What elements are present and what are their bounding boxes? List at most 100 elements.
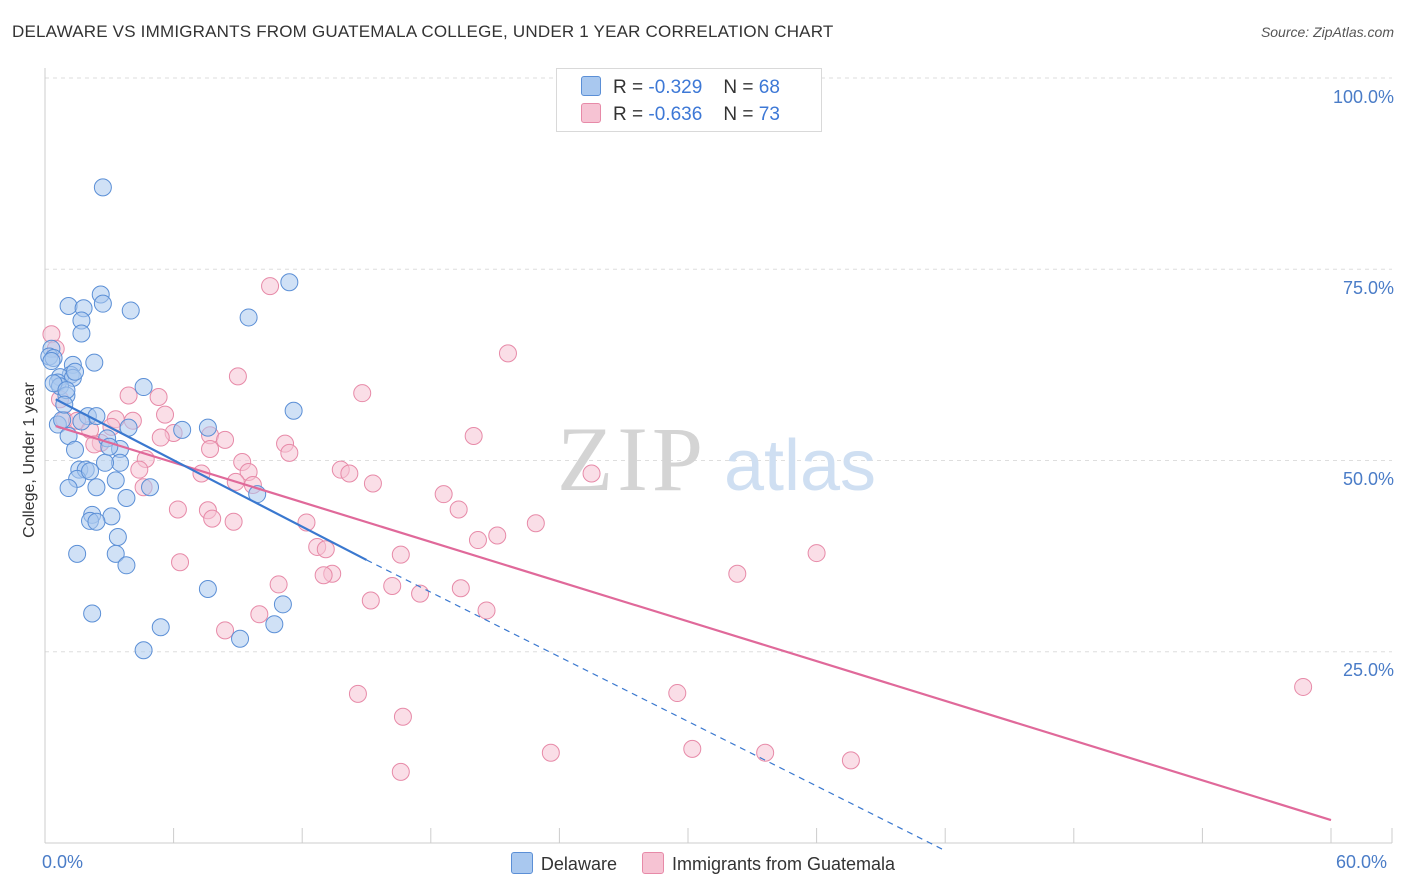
r-value-delaware: -0.329 (648, 77, 703, 98)
legend-label-guatemala: Immigrants from Guatemala (671, 854, 896, 874)
delaware-point (59, 296, 78, 315)
watermark-zip: ZIP (557, 408, 707, 510)
delaware-point (108, 528, 127, 546)
r-value-guatemala: -0.636 (648, 104, 703, 125)
guatemala-point (171, 553, 190, 572)
legend-item-guatemala: Immigrants from Guatemala (641, 852, 896, 875)
watermark-atlas: atlas (724, 426, 876, 506)
delaware-point (87, 512, 106, 531)
guatemala-point (348, 684, 367, 703)
guatemala-point (228, 367, 247, 386)
grid-lines (45, 77, 1392, 653)
guatemala-point (1294, 677, 1313, 696)
delaware-point (121, 301, 140, 320)
chart-title: DELAWARE VS IMMIGRANTS FROM GUATEMALA CO… (12, 22, 834, 41)
watermark: ZIP atlas (557, 408, 876, 510)
guatemala-point (119, 386, 138, 405)
guatemala-trend-line (55, 425, 1332, 822)
delaware-point (106, 544, 125, 563)
delaware-point (100, 437, 119, 456)
guatemala-point (151, 428, 170, 447)
delaware-point (134, 641, 153, 660)
delaware-points (40, 178, 303, 660)
guatemala-point (391, 762, 410, 781)
guatemala-point (250, 605, 269, 624)
delaware-point (42, 352, 61, 371)
delaware-point (141, 478, 160, 497)
delaware-point (173, 420, 192, 439)
delaware-point (68, 544, 87, 563)
delaware-point (72, 324, 91, 343)
guatemala-point (280, 443, 299, 462)
delaware-point (239, 308, 258, 327)
n-value-guatemala: 73 (758, 104, 780, 125)
guatemala-point (391, 545, 410, 564)
delaware-trend-line (55, 398, 368, 561)
delaware-point (280, 273, 299, 292)
delaware-point (151, 618, 170, 637)
delaware-point (59, 479, 78, 498)
guatemala-point (668, 684, 687, 703)
guatemala-point (488, 526, 507, 545)
delaware-point (106, 471, 125, 490)
guatemala-point (393, 707, 412, 726)
stats-legend: R = -0.329 N = 68 R = -0.636 N = 73 (556, 68, 822, 132)
legend-row-guatemala: R = -0.636 N = 73 (581, 103, 780, 126)
delaware-point (81, 462, 100, 481)
guatemala-point (316, 540, 335, 559)
x-tick-label-0: 0.0% (42, 852, 84, 872)
r-label: R = (613, 104, 644, 125)
guatemala-point (201, 440, 220, 459)
guatemala-point (526, 514, 545, 533)
r-label: R = (613, 77, 644, 98)
blue-swatch-icon (510, 852, 533, 874)
guatemala-point (363, 474, 382, 493)
delaware-point (273, 595, 292, 614)
delaware-point (117, 488, 136, 507)
series-legend: Delaware Immigrants from Guatemala (0, 852, 1406, 875)
pink-swatch-icon (581, 103, 601, 123)
guatemala-point (156, 405, 175, 424)
delaware-point (284, 401, 303, 420)
guatemala-point (451, 579, 470, 598)
delaware-point (85, 353, 104, 372)
guatemala-points (42, 277, 1313, 781)
delaware-point (96, 453, 115, 472)
delaware-point (66, 362, 85, 381)
blue-swatch-icon (581, 76, 601, 96)
guatemala-point (149, 388, 168, 407)
delaware-point (198, 418, 217, 437)
y-tick-label-50: 50.0% (1342, 469, 1394, 489)
guatemala-point (468, 531, 487, 550)
trend-lines (55, 398, 1332, 852)
x-tick-label-60: 60.0% (1336, 852, 1388, 872)
axes (44, 68, 1393, 844)
legend-label-delaware: Delaware (540, 854, 617, 874)
legend-row-delaware: R = -0.329 N = 68 (581, 76, 780, 99)
guatemala-point (216, 430, 235, 449)
guatemala-point (168, 500, 187, 519)
guatemala-point (434, 485, 453, 504)
guatemala-point (411, 584, 430, 603)
n-label: N = (723, 104, 754, 125)
guatemala-point (807, 544, 826, 563)
delaware-point (231, 629, 250, 648)
delaware-point (83, 604, 102, 623)
delaware-point (117, 556, 136, 575)
delaware-point (111, 453, 130, 472)
n-value-delaware: 68 (758, 77, 780, 98)
guatemala-point (314, 566, 333, 585)
delaware-point (93, 294, 112, 313)
guatemala-point (756, 743, 775, 762)
guatemala-point (203, 509, 222, 528)
delaware-point (93, 178, 112, 197)
source-label: Source: ZipAtlas.com (1260, 24, 1394, 40)
guatemala-point (464, 427, 483, 446)
y-tick-label-100: 100.0% (1332, 87, 1394, 107)
delaware-point (198, 580, 217, 599)
guatemala-point (340, 464, 359, 483)
delaware-point (66, 440, 85, 459)
guatemala-point (683, 739, 702, 758)
delaware-trend-extension (366, 559, 946, 852)
